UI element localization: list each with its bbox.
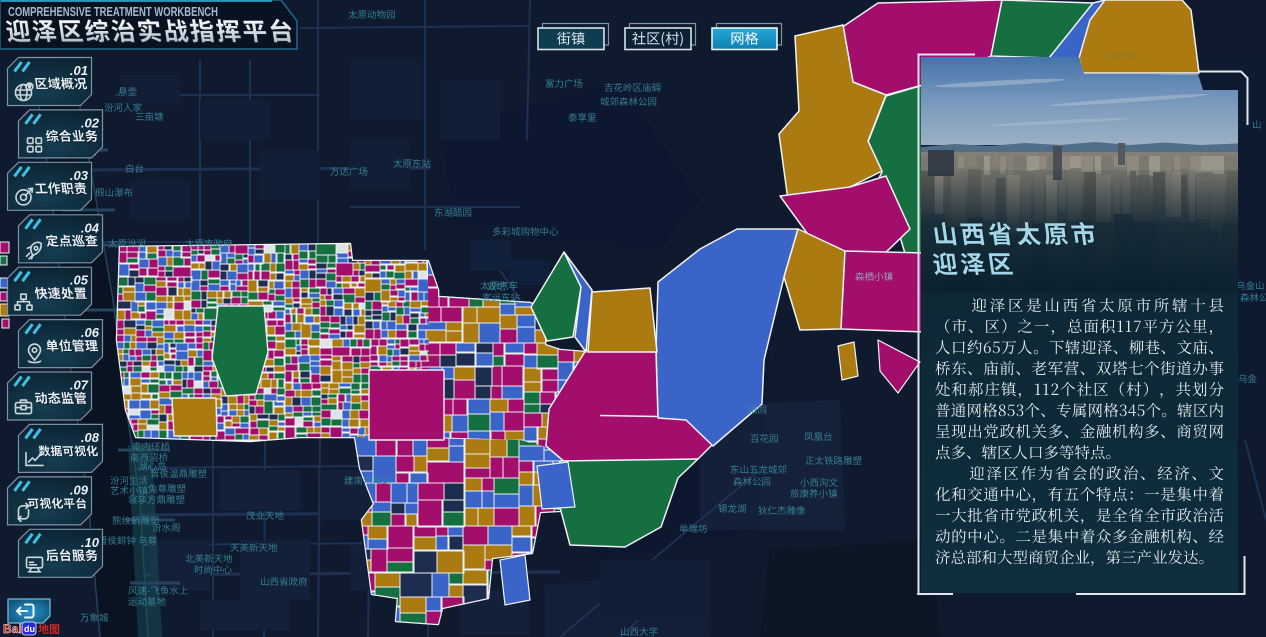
svg-text:.07: .07: [70, 378, 89, 393]
svg-text:.06: .06: [81, 325, 100, 340]
svg-text:COMPREHENSIVE TREATMENT WORKBE: COMPREHENSIVE TREATMENT WORKBENCH: [8, 4, 218, 19]
svg-text:.02: .02: [81, 115, 100, 130]
svg-text:.09: .09: [70, 482, 89, 497]
svg-text:.01: .01: [70, 63, 88, 78]
svg-text:du: du: [24, 624, 35, 634]
svg-text:.10: .10: [81, 535, 100, 550]
svg-text:.08: .08: [81, 430, 100, 445]
svg-text:.05: .05: [70, 273, 89, 288]
svg-text:.04: .04: [81, 220, 100, 235]
svg-text:.03: .03: [70, 168, 89, 183]
svg-text:Bai: Bai: [3, 622, 22, 636]
